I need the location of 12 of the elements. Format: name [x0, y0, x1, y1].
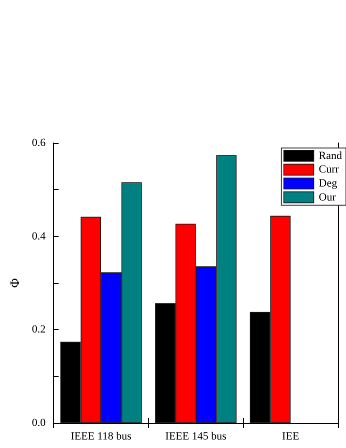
legend-label: Rand: [318, 150, 342, 162]
x-tick-label: IEEE 118 bus: [70, 430, 132, 442]
y-axis-title: Φ: [7, 278, 22, 288]
y-tick-label: 0.0: [32, 417, 46, 429]
legend-label: Deg: [318, 178, 338, 190]
y-tick-label: 0.2: [32, 324, 46, 336]
y-tick-label: 0.4: [32, 230, 46, 242]
x-tick-label: IEEE 145 bus: [165, 430, 226, 442]
y-tick-label: 0.6: [32, 137, 46, 149]
legend-label: Our: [318, 191, 336, 204]
x-tick-label: IEE: [282, 430, 300, 442]
legend-label: Curr: [318, 164, 340, 176]
